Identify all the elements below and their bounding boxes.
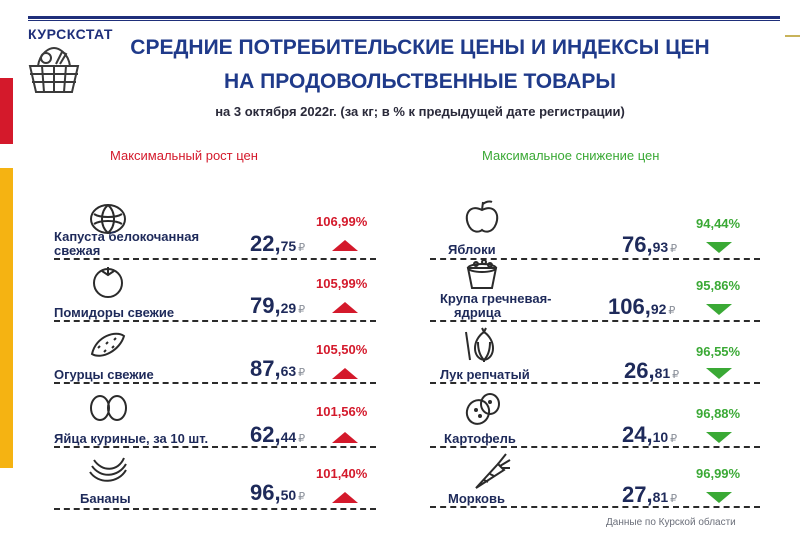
rise-item-cucumber: Огурцы свежие 87,63 ₽ 105,50% (50, 326, 380, 386)
onion-icon (465, 327, 494, 362)
item-name: Яблоки (448, 242, 496, 257)
top-rule (28, 16, 780, 19)
potato-icon (465, 393, 500, 425)
right-accent (785, 35, 800, 37)
page-title-line1: СРЕДНИЕ ПОТРЕБИТЕЛЬСКИЕ ЦЕНЫ И ИНДЕКСЫ Ц… (130, 36, 710, 59)
dashed-leader (54, 382, 376, 384)
apple-icon (465, 200, 499, 233)
rise-heading: Максимальный рост цен (110, 148, 258, 163)
source-note: Данные по Курской области (606, 517, 736, 528)
rise-item-tomato: Помидоры свежие 79,29 ₽ 105,99% (50, 262, 380, 322)
dashed-leader (54, 508, 376, 510)
dashed-leader (430, 258, 760, 260)
arrow-down-icon (706, 242, 732, 253)
item-name: Крупа гречневая- (440, 291, 552, 306)
price: 62,44 ₽ (250, 422, 306, 447)
price-index: 106,99% (316, 214, 368, 229)
eggs-icon (90, 395, 127, 421)
fall-item-potato: Картофель 24,10 ₽ 96,88% (426, 392, 766, 452)
item-name: Капуста белокочанная (54, 229, 200, 244)
dashed-leader (54, 320, 376, 322)
arrow-up-icon (332, 492, 358, 503)
left-accent-yellow (0, 168, 13, 468)
item-name: Морковь (448, 491, 505, 506)
page-title-line2: НА ПРОДОВОЛЬСТВЕННЫЕ ТОВАРЫ (224, 70, 616, 93)
price-index: 96,88% (696, 406, 741, 421)
brand-name: КУРСКСТАТ (28, 26, 113, 42)
left-accent-red (0, 78, 13, 144)
price: 96,50 ₽ (250, 480, 306, 505)
fall-heading: Максимальное снижение цен (482, 148, 660, 163)
item-name: Яйца куриные, за 10 шт. (54, 431, 209, 446)
item-name-line2: свежая (54, 243, 101, 258)
arrow-down-icon (706, 432, 732, 443)
page-subtitle: на 3 октября 2022г. (за кг; в % к предыд… (215, 104, 625, 119)
rise-item-bananas: Бананы 96,50 ₽ 101,40% (50, 452, 380, 512)
price-index: 96,99% (696, 466, 741, 481)
item-name: Помидоры свежие (54, 305, 175, 320)
dashed-leader (430, 506, 760, 508)
item-name: Огурцы свежие (54, 367, 154, 382)
price-index: 96,55% (696, 344, 741, 359)
fall-item-carrot: Морковь 27,81 ₽ 96,99% (426, 452, 766, 512)
price: 76,93 ₽ (622, 232, 678, 257)
bananas-icon (89, 457, 127, 482)
fall-item-apples: Яблоки 76,93 ₽ 94,44% (426, 198, 766, 260)
fall-item-onion: Лук репчатый 26,81 ₽ 96,55% (426, 327, 766, 388)
dashed-leader (430, 382, 760, 384)
arrow-up-icon (332, 432, 358, 443)
price: 22,75 ₽ (250, 231, 306, 256)
item-name: Картофель (444, 431, 516, 446)
rise-item-cabbage: Капуста белокочанная свежая 22,75 ₽ 106,9… (50, 200, 380, 260)
price: 26,81 ₽ (624, 358, 680, 383)
top-rule-thin (28, 20, 780, 21)
item-name-line2: ядрица (454, 305, 502, 320)
cabbage-icon (90, 204, 126, 234)
price-index: 105,50% (316, 342, 368, 357)
price: 27,81 ₽ (622, 482, 678, 507)
price-index: 101,40% (316, 466, 368, 481)
price-index: 94,44% (696, 216, 741, 231)
price: 24,10 ₽ (622, 422, 678, 447)
carrot-icon (475, 453, 511, 489)
arrow-up-icon (332, 240, 358, 251)
dashed-leader (430, 320, 760, 322)
buckwheat-icon (466, 259, 498, 289)
basket-logo-icon (28, 46, 80, 93)
item-name: Лук репчатый (440, 367, 530, 382)
cucumber-icon (90, 332, 126, 357)
price-index: 101,56% (316, 404, 368, 419)
tomato-icon (93, 267, 123, 298)
dashed-leader (54, 258, 376, 260)
arrow-up-icon (332, 368, 358, 379)
dashed-leader (430, 446, 760, 448)
arrow-down-icon (706, 304, 732, 315)
arrow-down-icon (706, 368, 732, 379)
price-index: 95,86% (696, 278, 741, 293)
arrow-down-icon (706, 492, 732, 503)
rise-item-eggs: Яйца куриные, за 10 шт. 62,44 ₽ 101,56% (50, 388, 380, 448)
price: 106,92 ₽ (608, 294, 676, 319)
price-index: 105,99% (316, 276, 368, 291)
item-name: Бананы (80, 491, 131, 506)
price: 87,63 ₽ (250, 356, 306, 381)
arrow-up-icon (332, 302, 358, 313)
price: 79,29 ₽ (250, 293, 306, 318)
fall-item-buckwheat: Крупа гречневая- ядрица 106,92 ₽ 95,86% (426, 259, 766, 322)
dashed-leader (54, 446, 376, 448)
